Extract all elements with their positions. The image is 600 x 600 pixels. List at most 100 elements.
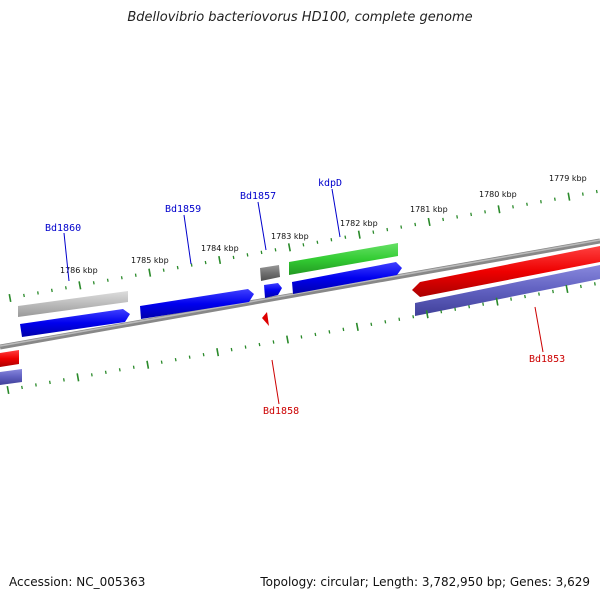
gene-feature-bd1857[interactable] (264, 283, 282, 298)
scale-tick-major (216, 348, 220, 357)
map-title: Bdellovibrio bacteriovorus HD100, comple… (127, 10, 473, 25)
scale-tick-minor (538, 292, 540, 296)
leader-line (257, 201, 267, 251)
scale-tick-minor (440, 309, 443, 314)
gene-feature-bd1860[interactable] (20, 309, 130, 337)
scale-tick-minor (92, 281, 95, 285)
scale-tick-major (218, 255, 222, 265)
scale-tick-minor (176, 265, 179, 270)
gene-feature-purple-left[interactable] (0, 369, 22, 385)
scale-tick-minor (272, 340, 275, 344)
leader-line (534, 306, 544, 353)
gene-feature-bd1859[interactable] (140, 289, 254, 319)
scale-tick-minor (456, 215, 459, 219)
scale-tick-minor (482, 302, 485, 306)
gene-labels: Bd1860 Bd1859 Bd1857 kdpD Bd1858 Bd1853 (45, 178, 565, 417)
scale-tick-minor (342, 327, 345, 332)
tick-label: 1783 kbp (271, 232, 309, 241)
leader-line (63, 232, 70, 282)
scale-tick-minor (120, 276, 123, 280)
scale-tick-minor (118, 368, 121, 372)
scale-labels: 1786 kbp 1785 kbp 1784 kbp 1783 kbp 1782… (60, 174, 587, 275)
gene-feature-red-left[interactable] (0, 350, 19, 367)
scale-tick-minor (35, 383, 37, 387)
gene-feature-dark[interactable] (260, 265, 280, 281)
scale-tick-minor (258, 342, 261, 347)
scale-tick-minor (344, 235, 347, 239)
leader-line (331, 188, 341, 238)
gene-label-bd1853[interactable]: Bd1853 (529, 354, 565, 365)
scale-tick-minor (190, 263, 193, 267)
leader-line (271, 359, 280, 405)
scale-tick-minor (384, 320, 387, 324)
scale-tick-minor (595, 189, 598, 194)
scale-tick-minor (372, 230, 375, 234)
scale-tick-major (6, 385, 10, 395)
scale-tick-minor (90, 373, 93, 377)
reverse-strand-track (0, 246, 600, 385)
scale-tick-minor (579, 284, 582, 289)
scale-tick-major (497, 205, 501, 214)
genome-summary-text: Topology: circular; Length: 3,782,950 bp… (260, 575, 590, 589)
tick-label: 1781 kbp (410, 205, 448, 214)
scale-ticks-inner (6, 282, 596, 395)
scale-tick-major (495, 297, 499, 306)
scale-tick-major (287, 243, 291, 252)
tick-label: 1784 kbp (201, 244, 239, 253)
scale-tick-major (78, 281, 82, 290)
scale-tick-minor (552, 289, 554, 294)
scale-tick-minor (21, 385, 23, 390)
scale-tick-minor (328, 330, 331, 334)
scale-tick-minor (414, 222, 417, 227)
gene-feature-grey[interactable] (18, 291, 128, 317)
accession-text: Accession: NC_005363 (9, 575, 146, 589)
scale-tick-major (355, 322, 359, 331)
genome-backbone-highlight (0, 239, 600, 347)
scale-tick-minor (230, 347, 233, 352)
tick-label: 1786 kbp (60, 266, 98, 275)
gene-feature-blue-right[interactable] (292, 262, 402, 294)
scale-tick-minor (540, 199, 542, 204)
scale-tick-major (425, 310, 429, 319)
scale-tick-minor (260, 250, 263, 255)
scale-tick-minor (64, 286, 67, 290)
scale-tick-minor (174, 357, 177, 362)
tick-label: 1785 kbp (131, 256, 169, 265)
scale-tick-minor (553, 197, 556, 201)
scale-tick-minor (48, 380, 51, 385)
scale-tick-minor (300, 335, 303, 339)
gene-feature-kdpd[interactable] (289, 243, 398, 275)
scale-tick-minor (581, 192, 584, 196)
scale-tick-major (148, 268, 152, 277)
scale-tick-minor (470, 212, 473, 217)
scale-tick-minor (400, 225, 403, 229)
gene-label-bd1860[interactable]: Bd1860 (45, 223, 81, 234)
scale-tick-minor (484, 210, 486, 214)
scale-tick-minor (316, 240, 319, 244)
scale-tick-minor (398, 317, 401, 322)
gene-feature-purple-right[interactable] (415, 265, 600, 316)
scale-tick-minor (232, 255, 235, 260)
scale-tick-minor (50, 288, 53, 293)
scale-tick-minor (370, 322, 373, 327)
scale-tick-minor (330, 237, 333, 242)
scale-tick-minor (62, 378, 65, 382)
scale-tick-minor (134, 273, 137, 277)
scale-tick-minor (314, 332, 317, 337)
scale-tick-minor (442, 217, 445, 222)
gene-feature-bd1858[interactable] (262, 312, 269, 326)
gene-label-bd1857[interactable]: Bd1857 (240, 191, 276, 202)
scale-tick-minor (468, 304, 471, 309)
gene-label-kdpd[interactable]: kdpD (318, 178, 342, 189)
leader-line (183, 214, 192, 265)
scale-tick-major (565, 284, 569, 294)
gene-label-bd1858[interactable]: Bd1858 (263, 406, 299, 417)
gene-feature-bd1853[interactable] (412, 246, 600, 297)
scale-ticks-outer (8, 189, 598, 303)
scale-tick-major (286, 335, 289, 344)
gene-label-bd1859[interactable]: Bd1859 (165, 204, 201, 215)
scale-tick-minor (162, 268, 165, 272)
scale-tick-minor (132, 365, 135, 369)
scale-tick-minor (524, 294, 526, 299)
